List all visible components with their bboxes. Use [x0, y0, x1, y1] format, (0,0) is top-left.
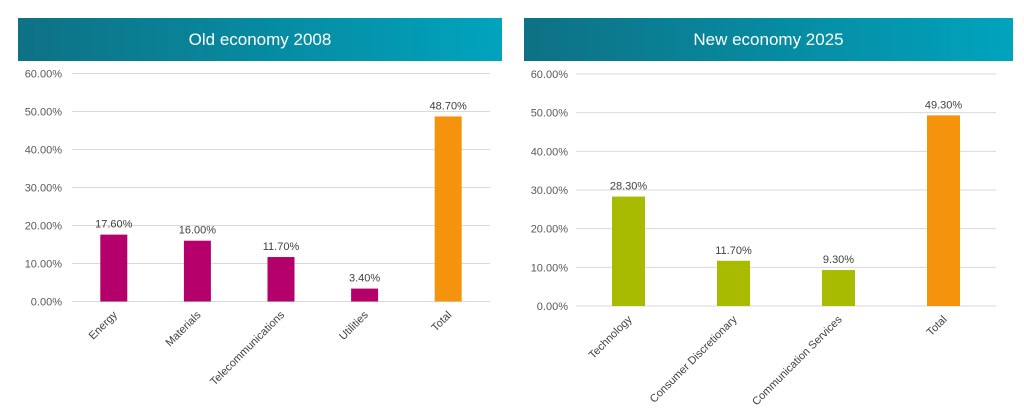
chart-header-new-economy: New economy 2025 [524, 18, 1013, 61]
old-economy-data-label-utilities: 3.40% [349, 273, 380, 285]
old-economy-y-tick-label: 50.00% [25, 107, 63, 119]
new-economy-x-tick-label-communication-services: Communication Services [750, 313, 845, 408]
old-economy-y-tick-label: 0.00% [31, 297, 62, 309]
new-economy-y-tick-label: 40.00% [531, 146, 569, 158]
old-economy-y-tick-label: 40.00% [25, 145, 63, 157]
chart-header-old-economy: Old economy 2008 [18, 18, 502, 61]
old-economy-y-tick-label: 10.00% [25, 259, 63, 271]
new-economy-bar-technology [612, 196, 645, 306]
old-economy-x-tick-label-energy: Energy [87, 309, 120, 342]
old-economy-x-tick-label-materials: Materials [163, 309, 203, 349]
chart-panel-new-economy: New economy 2025 0.00% 10.00% 20.00% 30.00%… [524, 18, 1013, 413]
new-economy-y-tick-label: 30.00% [531, 185, 569, 197]
new-economy-bar-consumer-discretionary [717, 260, 750, 306]
old-economy-y-tick-label: 20.00% [25, 221, 63, 233]
old-economy-data-label-energy: 17.60% [95, 219, 133, 231]
new-economy-data-label-consumer-discretionary: 11.70% [715, 245, 752, 257]
old-economy-bar-materials [183, 240, 211, 302]
new-economy-x-tick-label-total: Total [925, 314, 950, 339]
new-economy-x-tick-label-consumer-discretionary: Consumer Discretionary [648, 313, 740, 405]
old-economy-bar-energy [100, 234, 128, 302]
old-economy-x-tick-label-utilities: Utilities [337, 309, 371, 343]
new-economy-data-label-technology: 28.30% [610, 181, 648, 193]
new-economy-y-tick-label: 10.00% [531, 262, 569, 274]
old-economy-data-label-telecommunications: 11.70% [263, 241, 300, 253]
bar-chart-new-economy: 0.00% 10.00% 20.00% 30.00% 40.00% 50.00% 60.00… [531, 69, 996, 408]
old-economy-x-tick-label-telecommunications: Telecommunications [208, 309, 287, 388]
new-economy-data-label-communication-services: 9.30% [823, 254, 854, 266]
new-economy-y-tick-label: 60.00% [531, 69, 569, 81]
new-economy-bar-communication-services [822, 270, 855, 306]
new-economy-y-tick-label: 0.00% [537, 301, 568, 313]
old-economy-bar-utilities [351, 288, 379, 302]
old-economy-x-tick-label-total: Total [429, 309, 454, 334]
old-economy-data-label-total: 48.70% [430, 100, 468, 112]
new-economy-y-tick-label: 50.00% [531, 108, 569, 120]
new-economy-data-label-total: 49.30% [925, 99, 963, 111]
old-economy-bar-telecommunications [267, 257, 295, 302]
new-economy-x-tick-label-technology: Technology [587, 313, 635, 361]
chart-panel-old-economy: Old economy 2008 0.00% 10.00% 20.00% 30.00%… [18, 18, 502, 413]
old-economy-bar-total [434, 116, 462, 302]
new-economy-bar-total [927, 115, 960, 306]
old-economy-data-label-materials: 16.00% [179, 225, 217, 237]
old-economy-y-tick-label: 30.00% [25, 183, 63, 195]
old-economy-y-tick-label: 60.00% [25, 69, 63, 81]
bar-chart-old-economy: 0.00% 10.00% 20.00% 30.00% 40.00% 50.00% 60.00… [25, 69, 490, 388]
new-economy-y-tick-label: 20.00% [531, 224, 569, 236]
